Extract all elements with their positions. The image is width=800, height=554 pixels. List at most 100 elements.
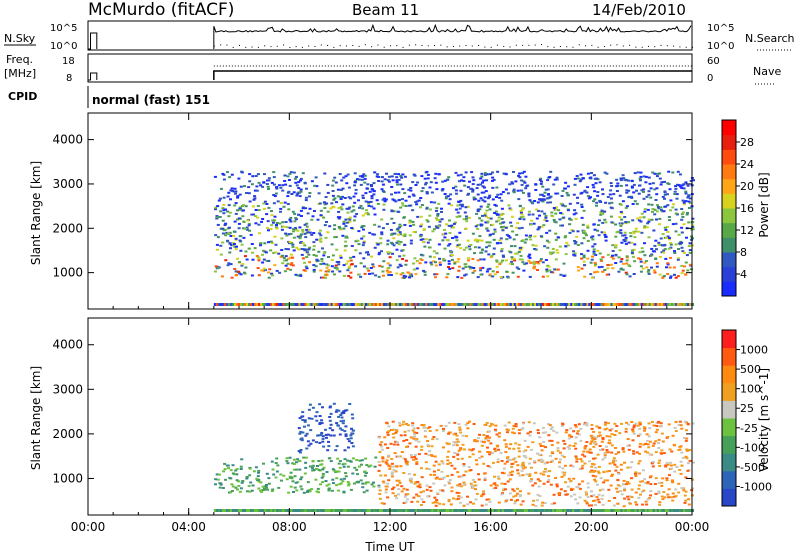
power-cell [611,267,615,270]
power-cell [544,259,548,261]
power-cell [381,274,385,277]
velocity-cell [415,493,419,496]
power-cell [479,269,483,272]
velocity-cell [556,441,560,444]
power-cell [673,190,677,193]
power-cell [686,196,690,199]
power-cell [678,185,682,188]
power-cell [504,188,508,191]
power-cell [499,193,503,196]
power-cell [691,226,695,228]
velocity-cell [347,484,351,487]
velocity-cell [399,509,403,512]
power-cell [438,263,442,266]
power-cell [357,273,361,276]
power-cell [396,183,400,186]
power-cell [632,303,636,306]
power-cell [304,303,308,306]
power-cell [454,171,458,174]
velocity-cell [356,473,359,476]
power-cell [382,260,386,263]
power-cell [624,271,628,274]
velocity-cell [355,468,359,471]
velocity-cell [538,480,542,482]
power-cell [257,259,261,262]
power-cell [493,273,497,276]
power-cell [399,183,403,186]
power-cell [345,207,349,210]
power-cell [469,187,473,190]
power-cell [457,303,461,306]
velocity-cell [431,501,435,504]
velocity-cell [515,492,519,495]
velocity-cell [596,453,600,456]
power-cell [516,275,520,278]
power-cell [330,259,334,261]
power-cell [681,199,685,202]
velocity-cell [414,457,418,460]
velocity-cell [256,475,260,478]
power-cell [603,210,607,213]
power-cell [241,227,245,230]
power-colorbar-swatch [722,120,736,136]
power-cell [549,195,553,198]
power-cell [498,196,502,199]
velocity-cell [423,435,427,438]
power-cell [640,247,644,250]
velocity-cell [497,509,501,512]
power-cell [477,239,481,242]
velocity-cell [443,484,447,487]
velocity-cell [674,488,678,491]
velocity-cell [308,509,312,512]
power-cell [688,249,692,252]
power-cell [467,303,471,306]
power-cell [441,303,445,306]
power-cell [371,233,375,236]
power-cell [529,303,533,306]
velocity-cell [615,487,619,490]
velocity-cell [266,488,270,491]
velocity-cell [558,465,561,468]
power-cell [413,303,417,306]
power-cell [604,303,608,306]
power-cell [362,235,366,238]
power-cell [238,303,241,306]
velocity-cell [601,458,605,461]
power-cell [339,196,343,199]
power-cell [518,204,522,207]
power-cell [455,245,459,248]
power-cell [522,180,526,183]
power-cell [290,303,294,306]
velocity-cell [647,446,651,449]
velocity-cell [588,509,592,512]
power-cell [324,236,328,239]
power-y-tick-label: 4000 [52,133,83,147]
velocity-cell [409,509,413,512]
power-cell [345,236,349,239]
velocity-cell [646,482,649,485]
power-cell [247,247,251,250]
power-cell [658,177,662,180]
velocity-colorbar-swatch [722,488,736,507]
velocity-cell [636,509,640,512]
velocity-cell [445,509,449,512]
velocity-cell [330,489,334,492]
power-cell [608,202,612,205]
velocity-cell [472,502,475,505]
velocity-cell [452,497,455,500]
velocity-cell [488,451,492,454]
power-cell [224,259,228,262]
power-cell [427,225,431,228]
power-cell [301,229,305,231]
power-cell [511,230,515,233]
power-cell [576,303,580,306]
velocity-cell [505,428,509,431]
velocity-cell [535,452,539,455]
power-cell [547,265,551,268]
power-cell [559,273,563,276]
power-cell [409,189,413,192]
velocity-cell [256,509,260,512]
power-cell [284,255,288,258]
power-cell [681,216,685,218]
